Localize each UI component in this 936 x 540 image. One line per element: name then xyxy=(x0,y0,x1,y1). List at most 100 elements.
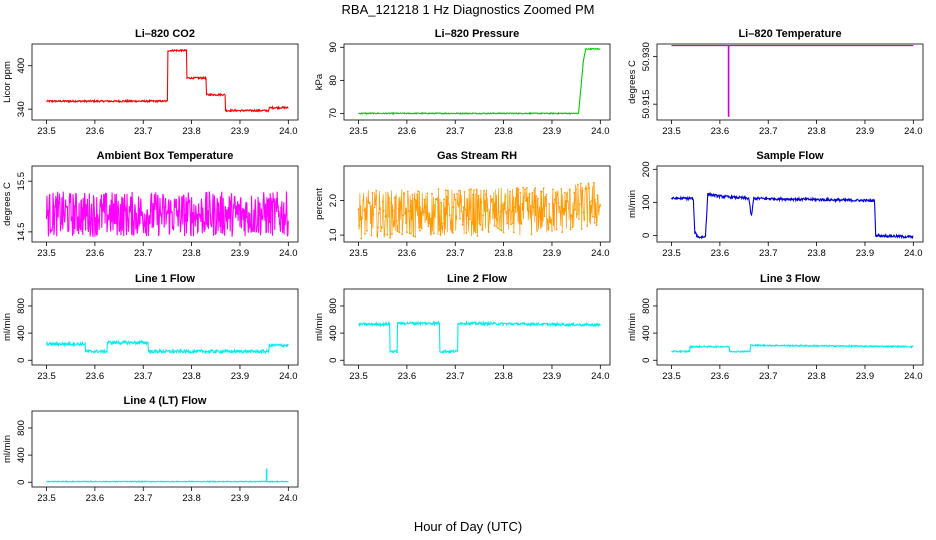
y-tick-label: 400 xyxy=(328,325,339,341)
data-point xyxy=(484,200,486,202)
x-tick-label: 23.5 xyxy=(662,248,681,259)
x-tick-label: 23.9 xyxy=(231,371,250,382)
data-point xyxy=(451,231,454,234)
data-point xyxy=(521,203,524,205)
data-point xyxy=(420,227,423,230)
x-tick-label: 23.5 xyxy=(37,248,56,259)
y-axis-label: ml/min xyxy=(314,313,325,341)
series-line xyxy=(671,343,914,354)
data-point xyxy=(380,226,383,229)
data-point xyxy=(545,193,548,196)
data-point xyxy=(531,191,534,194)
data-point xyxy=(512,231,515,234)
data-point xyxy=(526,187,528,189)
data-point xyxy=(535,195,538,198)
data-point xyxy=(525,199,527,202)
data-point xyxy=(493,224,496,227)
data-point xyxy=(590,204,592,207)
x-tick-label: 23.7 xyxy=(759,248,778,259)
x-tick-label: 23.9 xyxy=(856,371,875,382)
data-point xyxy=(358,225,361,227)
data-point xyxy=(428,222,431,225)
data-point xyxy=(585,187,588,190)
data-point xyxy=(459,201,462,204)
x-tick-label: 23.6 xyxy=(86,493,105,504)
x-tick-label: 23.5 xyxy=(349,371,368,382)
data-point xyxy=(424,206,427,209)
data-point xyxy=(393,221,395,224)
x-tick-label: 24.0 xyxy=(279,493,298,504)
data-point xyxy=(551,229,553,232)
x-tick-label: 23.5 xyxy=(37,493,56,504)
x-tick-label: 23.8 xyxy=(494,371,513,382)
data-point xyxy=(522,186,524,189)
y-tick-label: 800 xyxy=(641,298,652,314)
data-point xyxy=(490,201,493,203)
plot-frame xyxy=(343,288,611,366)
data-point xyxy=(583,218,586,221)
x-tick-label: 23.5 xyxy=(37,126,56,137)
data-point xyxy=(379,208,381,211)
data-point xyxy=(499,228,501,231)
x-tick-label: 23.7 xyxy=(446,126,465,137)
data-point xyxy=(577,183,579,186)
panel-1: Li–820 CO2 Licor ppm 23.5 23.6 23.7 23.8 23.9 2… xyxy=(2,28,299,137)
x-tick-label: 23.6 xyxy=(398,126,417,137)
y-axis-label: ml/min xyxy=(2,313,13,341)
data-point xyxy=(379,230,382,233)
data-point xyxy=(472,189,475,192)
data-point xyxy=(362,199,365,201)
x-tick-label: 23.8 xyxy=(182,248,201,259)
y-tick-label: 800 xyxy=(328,298,339,314)
data-point xyxy=(504,195,507,198)
x-tick-label: 23.6 xyxy=(711,248,730,259)
data-point xyxy=(386,233,389,236)
panel-5: Gas Stream RH percent 23.5 23.6 23.7 23.8 23.9… xyxy=(314,150,611,259)
x-tick-label: 23.7 xyxy=(446,371,465,382)
data-point xyxy=(597,209,600,212)
data-point xyxy=(556,194,559,196)
data-point xyxy=(579,203,581,206)
data-point xyxy=(382,209,385,212)
data-point xyxy=(473,229,476,232)
data-point xyxy=(539,212,541,215)
data-point xyxy=(461,223,464,226)
data-point xyxy=(463,191,466,193)
data-point xyxy=(430,217,432,220)
data-point xyxy=(429,220,431,223)
data-point xyxy=(432,232,435,235)
data-point xyxy=(550,218,552,221)
plot-frame xyxy=(31,288,299,366)
data-point xyxy=(445,189,447,192)
x-tick-label: 23.5 xyxy=(349,248,368,259)
data-point xyxy=(554,191,557,194)
data-point xyxy=(377,226,379,229)
panel-4: Ambient Box Temperature degrees C 23.5 23.6… xyxy=(2,150,299,259)
panel-title: Gas Stream RH xyxy=(437,150,517,162)
x-tick-label: 23.9 xyxy=(543,371,562,382)
data-point xyxy=(565,193,568,195)
x-tick-label: 23.9 xyxy=(231,248,250,259)
y-tick-label: 0 xyxy=(641,233,652,238)
x-tick-label: 23.9 xyxy=(856,126,875,137)
x-tick-label: 23.6 xyxy=(86,248,105,259)
y-tick-label: 400 xyxy=(16,447,27,463)
data-point xyxy=(437,188,440,191)
plot-frame xyxy=(656,43,924,121)
data-point xyxy=(528,193,531,195)
data-point xyxy=(516,187,519,190)
data-point xyxy=(514,211,517,214)
data-point xyxy=(419,225,422,228)
series-line xyxy=(358,181,601,239)
plot-frame xyxy=(343,43,611,121)
x-tick-label: 23.7 xyxy=(134,126,153,137)
x-tick-label: 23.8 xyxy=(182,371,201,382)
data-point xyxy=(598,206,601,209)
data-point xyxy=(392,209,394,212)
data-point xyxy=(412,235,415,237)
data-point xyxy=(400,204,403,207)
data-point xyxy=(432,214,434,217)
x-tick-label: 23.7 xyxy=(759,126,778,137)
data-point xyxy=(363,209,365,212)
data-point xyxy=(409,205,412,208)
